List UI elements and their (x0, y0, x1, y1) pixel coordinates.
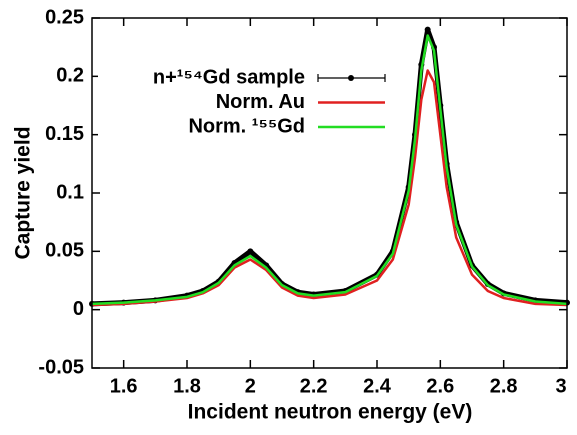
x-tick-label: 2.4 (363, 375, 392, 397)
y-tick-label: 0.2 (56, 65, 84, 87)
x-tick-label: 1.8 (173, 375, 201, 397)
legend-label: n+¹⁵⁴Gd sample (153, 66, 305, 88)
y-tick-label: 0.15 (45, 123, 84, 145)
y-tick-label: 0.05 (45, 240, 84, 262)
x-tick-label: 2 (245, 375, 256, 397)
y-tick-label: 0 (73, 298, 84, 320)
x-tick-label: 2.8 (490, 375, 518, 397)
y-tick-label: 0.1 (56, 181, 84, 203)
data-point (424, 26, 431, 33)
legend-label: Norm. Au (216, 91, 305, 113)
x-tick-label: 2.2 (300, 375, 328, 397)
legend-marker (348, 75, 354, 81)
series-line (91, 34, 568, 306)
y-tick-label: -0.05 (38, 356, 84, 378)
plot-frame (91, 17, 568, 369)
x-tick-label: 2.6 (426, 375, 454, 397)
x-tick-label: 1.6 (110, 375, 138, 397)
legend-label: Norm. ¹⁵⁵Gd (188, 115, 305, 137)
y-axis-label: Capture yield (12, 126, 35, 259)
y-tick-label: 0.25 (45, 6, 84, 28)
x-axis-label: Incident neutron energy (eV) (188, 401, 473, 424)
data-point (247, 248, 254, 255)
series-line (91, 69, 568, 307)
x-tick-label: 3 (555, 375, 566, 397)
